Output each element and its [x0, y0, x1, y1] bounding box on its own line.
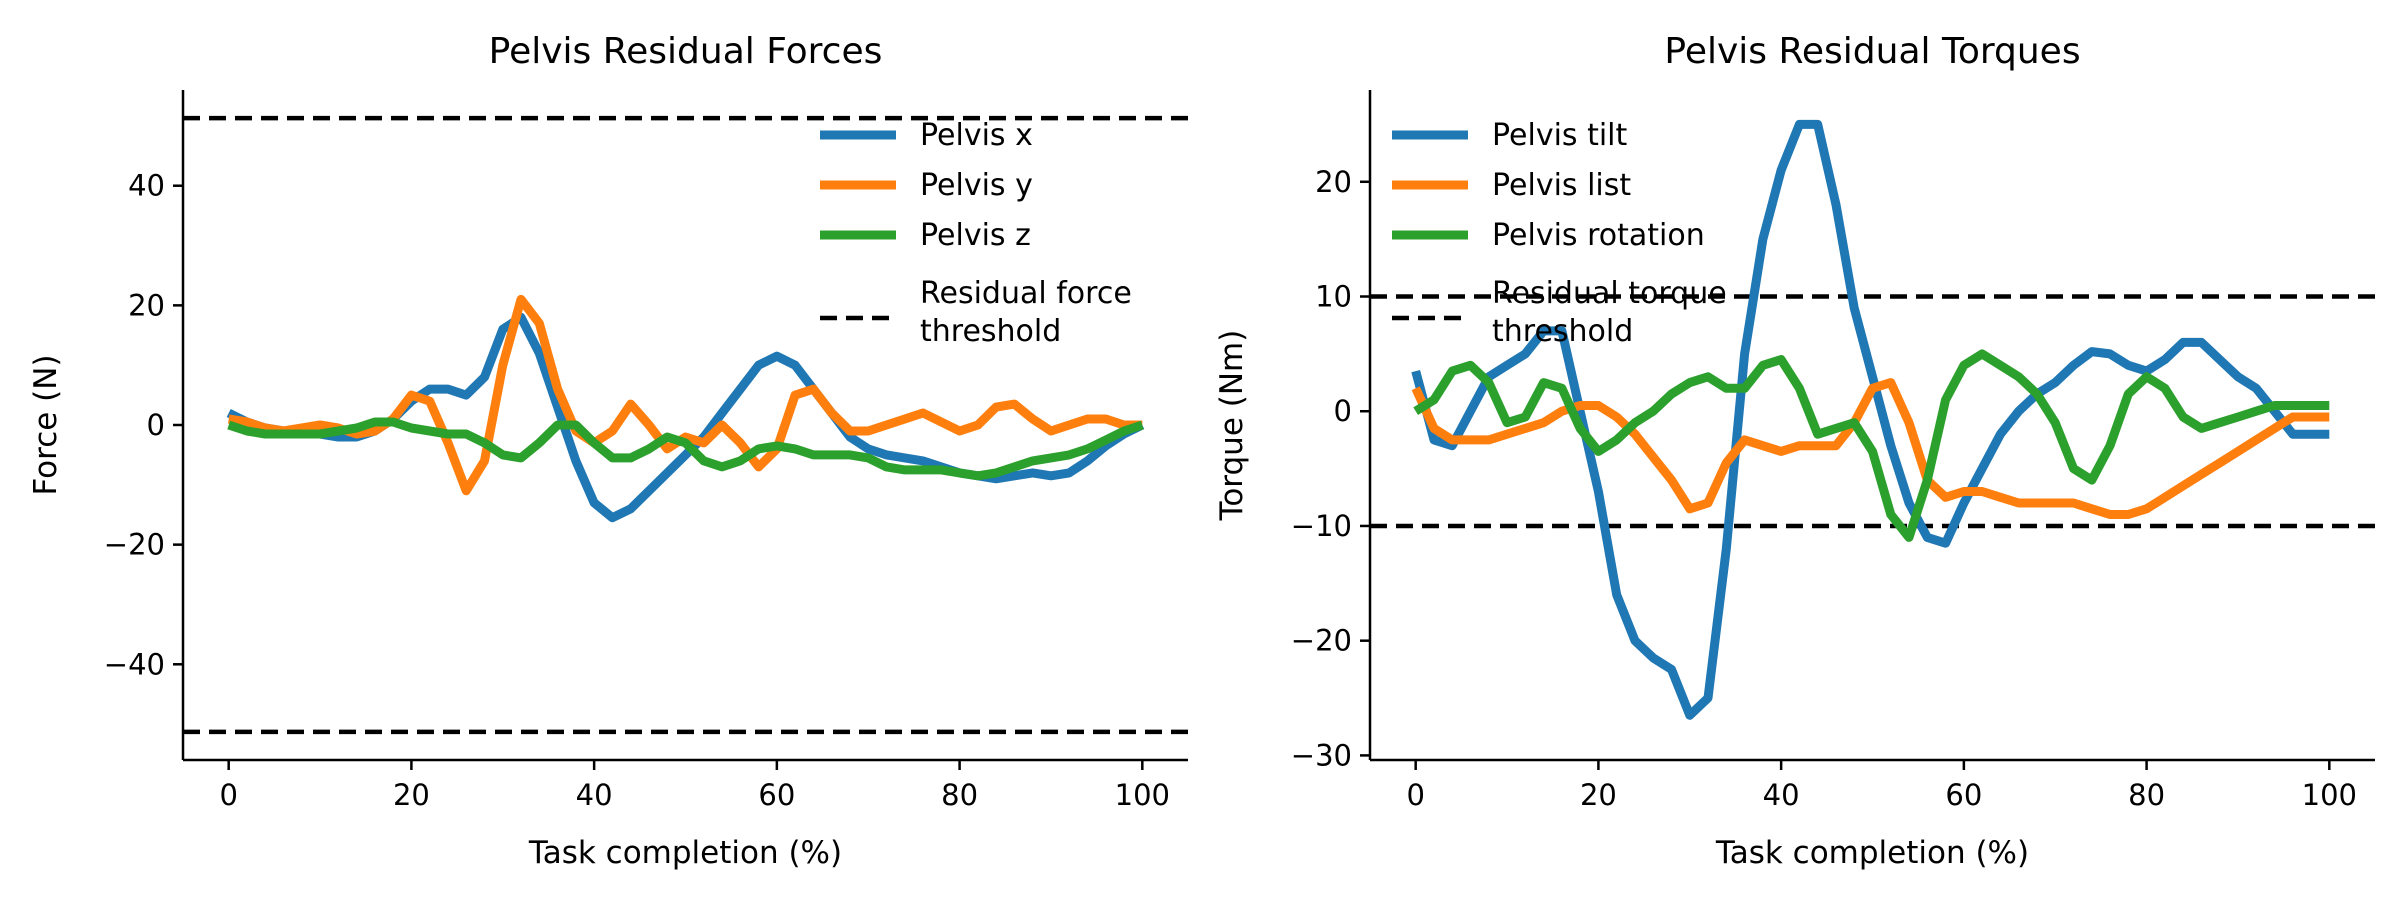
legend-label-line: threshold [920, 314, 1061, 349]
legend: Pelvis x Pelvis y Pelvis z Residual force th… [820, 118, 1132, 349]
y-axis-label: Force (N) [28, 354, 64, 495]
x-tick-label: 80 [941, 778, 978, 812]
x-axis-label: Task completion (%) [1715, 835, 2029, 871]
legend-label: Pelvis list [1492, 168, 1631, 203]
series-line [227, 417, 1144, 481]
legend: Pelvis tilt Pelvis list Pelvis rotation Res… [1392, 118, 1727, 349]
x-tick-label: 60 [1945, 778, 1982, 812]
force-chart: Pelvis Residual Forces 0 20 40 60 80 100 −40 −20… [28, 31, 1188, 871]
legend-label: Pelvis x [920, 118, 1033, 153]
y-axis-label: Torque (Nm) [1214, 330, 1250, 522]
legend-label: Pelvis tilt [1492, 118, 1628, 153]
y-tick-label: −20 [104, 528, 165, 562]
legend-label-line: Residual force [920, 276, 1132, 311]
chart-title: Pelvis Residual Torques [1664, 31, 2080, 72]
legend-label-line: Residual torque [1492, 276, 1727, 311]
x-tick-label: 80 [2128, 778, 2165, 812]
x-tick-label: 60 [758, 778, 795, 812]
y-tick-label: 20 [1315, 165, 1352, 199]
x-tick-label: 40 [576, 778, 613, 812]
x-tick-label: 20 [1580, 778, 1617, 812]
y-tick-label: −10 [1291, 509, 1352, 543]
x-axis-label: Task completion (%) [528, 835, 842, 871]
y-tick-label: 0 [1334, 394, 1352, 428]
legend-label: Residual force threshold [920, 276, 1132, 349]
y-tick-label: 0 [147, 408, 165, 442]
y-tick-label: 20 [128, 288, 165, 322]
y-tick-label: 10 [1315, 280, 1352, 314]
y-tick-label: 40 [128, 169, 165, 203]
series-line [1411, 119, 2330, 720]
x-tick-label: 0 [219, 778, 237, 812]
y-tick-label: −30 [1291, 738, 1352, 772]
x-tick-label: 40 [1763, 778, 1800, 812]
legend-label: Pelvis rotation [1492, 218, 1705, 253]
series-line [227, 294, 1143, 496]
series-line [1413, 349, 2330, 542]
x-tick-label: 100 [2302, 778, 2357, 812]
legend-label-line: threshold [1492, 314, 1633, 349]
x-tick-label: 100 [1115, 778, 1170, 812]
y-tick-label: −40 [104, 647, 165, 681]
chart-title: Pelvis Residual Forces [489, 31, 883, 72]
legend-label: Pelvis y [920, 168, 1033, 203]
legend-label: Pelvis z [920, 218, 1031, 253]
x-tick-label: 0 [1406, 778, 1424, 812]
x-tick-label: 20 [393, 778, 430, 812]
y-tick-label: −20 [1291, 624, 1352, 658]
legend-label: Residual torque threshold [1492, 276, 1727, 349]
